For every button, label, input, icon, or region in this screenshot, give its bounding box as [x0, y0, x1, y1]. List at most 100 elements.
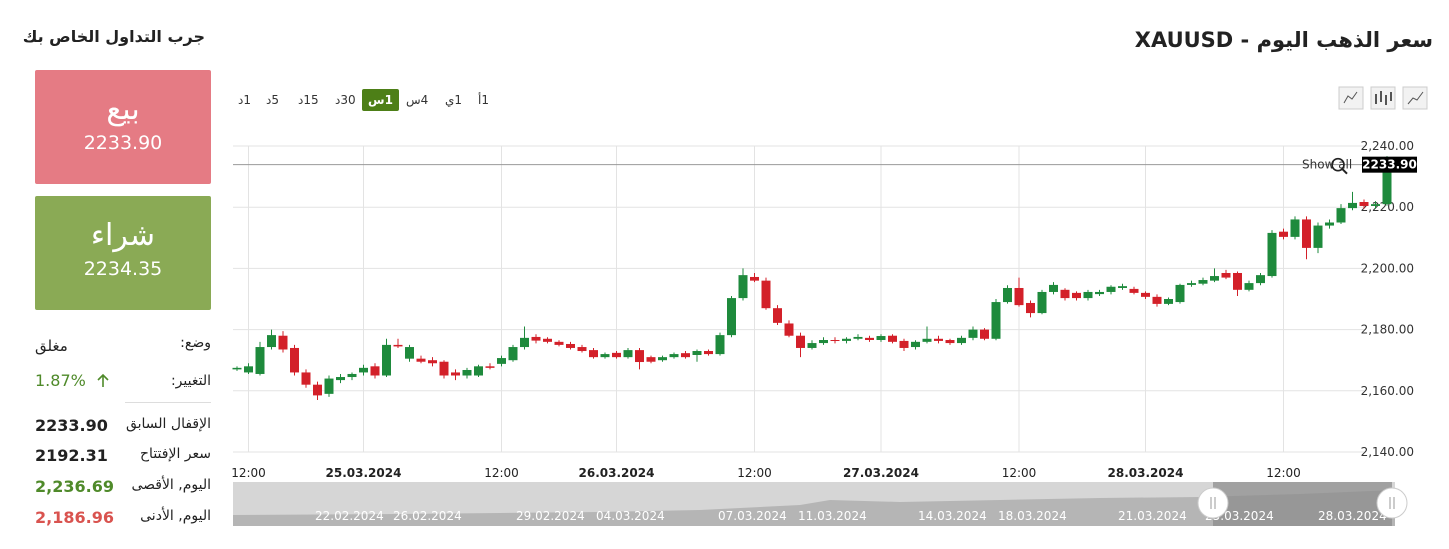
candle-body: [439, 361, 449, 376]
y-tick-label: 2,200.00: [1361, 261, 1414, 275]
y-tick-label: 2,180.00: [1361, 323, 1414, 337]
candle-body: [635, 350, 644, 363]
candle-body: [669, 354, 679, 358]
candle-body: [738, 275, 748, 299]
candle-body: [405, 347, 414, 359]
candle-body: [876, 336, 886, 341]
candle-body: [1106, 286, 1116, 292]
candle-body: [232, 367, 242, 370]
candle-body: [336, 377, 345, 381]
timeframe-button[interactable]: 4س: [406, 93, 429, 107]
candle-body: [474, 366, 483, 376]
candle-body: [267, 335, 276, 348]
navigator-label: 04.03.2024: [596, 509, 665, 523]
candle-body: [543, 338, 552, 342]
candle-body: [520, 337, 529, 348]
chart-tools: [1338, 86, 1428, 110]
timeframe-button[interactable]: 1ي: [445, 93, 463, 107]
candle-body: [968, 329, 978, 338]
candle-body: [761, 280, 771, 309]
candle-body: [1083, 291, 1093, 299]
timeframe-button[interactable]: 15د: [298, 93, 319, 107]
buy-price: 2234.35: [83, 258, 163, 280]
timeframe-button[interactable]: 1س: [362, 89, 399, 111]
buy-label: شراء: [90, 218, 156, 253]
navigator-label: 22.02.2024: [315, 509, 384, 523]
candle-body: [1359, 201, 1369, 206]
navigator-handle[interactable]: [1376, 487, 1408, 519]
candle-body: [497, 358, 506, 364]
candle-body: [796, 335, 805, 348]
candle-body: [577, 347, 587, 352]
navigator-handle[interactable]: [1197, 487, 1229, 519]
sell-label: بيع: [106, 92, 140, 127]
timeframe-button[interactable]: 1د: [238, 93, 251, 107]
candle-body: [934, 338, 943, 341]
candle-body: [865, 337, 874, 341]
status-value: مغلق: [35, 337, 68, 355]
x-tick-label: 27.03.2024: [843, 466, 919, 480]
zoom-icon: [1341, 167, 1348, 175]
candle-body: [428, 360, 437, 364]
candle-body: [589, 350, 598, 358]
navigator-label: 21.03.2024: [1118, 509, 1187, 523]
candle-body: [393, 344, 403, 347]
candle-body: [1118, 286, 1127, 288]
candle-body: [1325, 222, 1334, 226]
candle-body: [1221, 272, 1231, 278]
candle-body: [1152, 296, 1162, 304]
candle-body: [278, 335, 288, 350]
navigator-selection[interactable]: [1213, 482, 1392, 526]
candle-body: [715, 335, 725, 355]
candle-body: [1129, 288, 1139, 293]
candle-body: [347, 373, 357, 378]
navigator-label: 14.03.2024: [918, 509, 987, 523]
candle-body: [485, 366, 495, 368]
timeframe-button[interactable]: 5د: [266, 93, 279, 107]
show-all-button[interactable]: Show all: [1302, 158, 1352, 172]
navigator-label: 28.03.2024: [1318, 509, 1387, 523]
candle-body: [1003, 287, 1012, 303]
row-value: 2,186.96: [35, 508, 114, 527]
buy-button[interactable]: شراء 2234.35: [35, 196, 211, 310]
candle-body: [566, 343, 575, 348]
x-tick-label: 12:00: [231, 466, 266, 480]
navigator-label: 26.02.2024: [393, 509, 462, 523]
candle-body: [462, 369, 472, 376]
candle-body: [1175, 284, 1185, 303]
candle-body: [1095, 291, 1104, 295]
timeframe-button[interactable]: 1أ: [478, 93, 489, 107]
row-value: 2192.31: [35, 446, 108, 465]
sell-button[interactable]: بيع 2233.90: [35, 70, 211, 184]
candle-body: [1198, 280, 1208, 284]
candle-body: [451, 372, 460, 376]
candle-body: [853, 336, 863, 339]
price-tag: [1362, 156, 1417, 173]
candle-body: [1072, 292, 1081, 299]
change-label: التغيير:: [170, 373, 211, 389]
x-tick-label: 28.03.2024: [1108, 466, 1184, 480]
y-tick-label: 2,160.00: [1361, 384, 1414, 398]
candle-body: [911, 341, 920, 348]
candle-body: [1279, 231, 1288, 237]
y-tick-label: 2,240.00: [1361, 139, 1414, 153]
navigator-label: 18.03.2024: [998, 509, 1067, 523]
tool-icon: [1407, 91, 1424, 105]
candle-body: [1187, 283, 1196, 285]
candle-body: [957, 337, 966, 344]
candle-body: [1371, 204, 1380, 206]
tool-icon: [1375, 91, 1392, 105]
candle-body: [819, 340, 828, 344]
timeframe-button[interactable]: 30د: [335, 93, 356, 107]
navigator-label: 07.03.2024: [718, 509, 787, 523]
candle-body: [922, 338, 932, 342]
row-label: الإقفال السابق: [125, 416, 211, 432]
x-tick-label: 26.03.2024: [579, 466, 655, 480]
tool-icon: [1343, 91, 1358, 104]
candle-body: [1290, 219, 1300, 237]
candle-body: [531, 336, 541, 341]
candle-body: [888, 335, 897, 342]
candle-body: [1141, 292, 1150, 297]
candle-body: [784, 323, 794, 336]
